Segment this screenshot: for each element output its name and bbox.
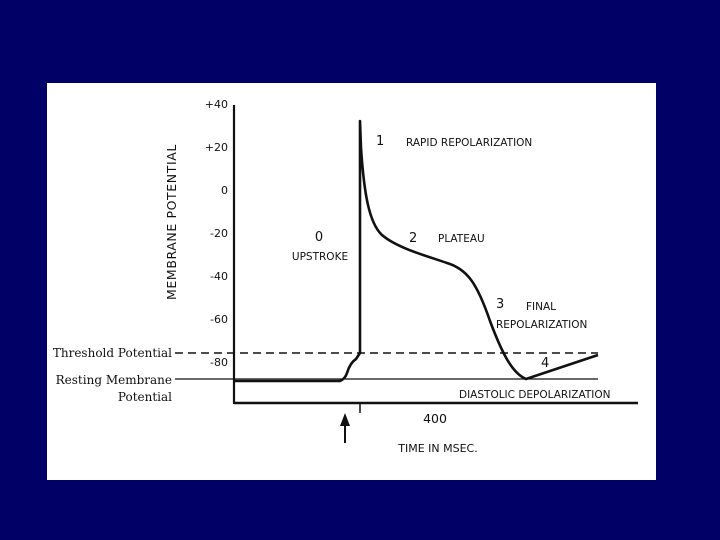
phase-number: 1 — [376, 134, 384, 149]
phase-number: 2 — [409, 231, 417, 246]
y-tick-label: +20 — [205, 141, 228, 154]
x-tick-label: 400 — [423, 411, 447, 426]
action-potential-curve — [234, 119, 599, 383]
phase-name: RAPID REPOLARIZATION — [406, 137, 532, 149]
y-tick-label: +40 — [205, 98, 228, 111]
y-tick-label: 0 — [221, 184, 228, 197]
y-tick-label: -40 — [210, 270, 228, 283]
phase-name-line2: REPOLARIZATION — [496, 319, 587, 331]
threshold-label: Threshold Potential — [53, 346, 172, 360]
y-tick-label: -60 — [210, 313, 228, 326]
phase-name: DIASTOLIC DEPOLARIZATION — [459, 389, 611, 401]
phase-number: 0 — [315, 230, 323, 245]
diagram-panel: +40 +20 0 -20 -40 -60 -80 MEMBRANE POTEN… — [47, 83, 656, 480]
phase-name: PLATEAU — [438, 233, 485, 245]
phase-number: 4 — [541, 356, 549, 371]
stimulus-arrow-icon — [340, 413, 350, 426]
y-axis-label: MEMBRANE POTENTIAL — [164, 144, 179, 300]
phase-name: UPSTROKE — [292, 251, 348, 263]
action-potential-diagram: +40 +20 0 -20 -40 -60 -80 MEMBRANE POTEN… — [53, 98, 638, 455]
x-axis-label: TIME IN MSEC. — [397, 442, 477, 455]
y-tick-label: -20 — [210, 227, 228, 240]
phase-number: 3 — [496, 297, 504, 312]
y-tick-label: -80 — [210, 356, 228, 369]
resting-label-line2: Potential — [118, 390, 172, 404]
phase-name: FINAL — [526, 301, 556, 313]
resting-label-line1: Resting Membrane — [56, 373, 172, 387]
